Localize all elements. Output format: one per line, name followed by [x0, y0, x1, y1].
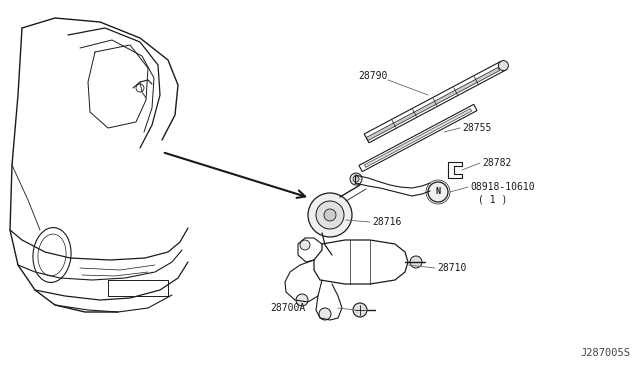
- Circle shape: [428, 182, 448, 202]
- Circle shape: [353, 176, 359, 182]
- Text: 28755: 28755: [462, 123, 492, 133]
- Text: 08918-10610: 08918-10610: [470, 182, 534, 192]
- Text: ( 1 ): ( 1 ): [478, 194, 508, 204]
- Circle shape: [316, 201, 344, 229]
- Circle shape: [499, 61, 508, 71]
- Circle shape: [350, 173, 362, 185]
- Polygon shape: [366, 67, 500, 141]
- Circle shape: [308, 193, 352, 237]
- Text: 28782: 28782: [482, 158, 511, 168]
- Circle shape: [410, 256, 422, 268]
- Circle shape: [324, 209, 336, 221]
- Text: 28700A: 28700A: [270, 303, 305, 313]
- Text: N: N: [435, 187, 440, 196]
- Circle shape: [300, 240, 310, 250]
- Circle shape: [353, 303, 367, 317]
- Polygon shape: [364, 109, 472, 167]
- Text: J287005S: J287005S: [580, 348, 630, 358]
- Text: 28790: 28790: [358, 71, 388, 81]
- Text: 28710: 28710: [437, 263, 467, 273]
- Text: 28716: 28716: [372, 217, 401, 227]
- Circle shape: [296, 294, 308, 306]
- Circle shape: [319, 308, 331, 320]
